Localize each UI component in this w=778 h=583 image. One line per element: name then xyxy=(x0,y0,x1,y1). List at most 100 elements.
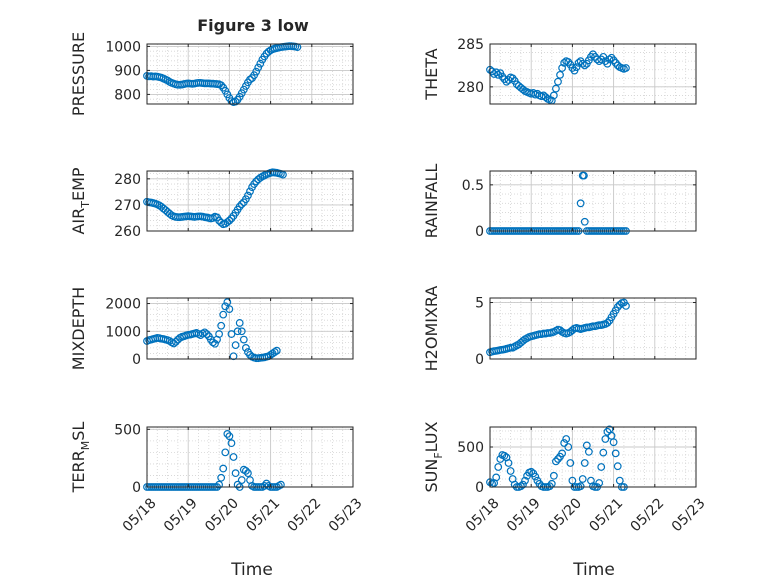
data-point xyxy=(613,303,622,311)
x-tick-label: 05/20 xyxy=(545,495,585,535)
data-point xyxy=(223,298,232,307)
data-point xyxy=(229,453,238,461)
data-point xyxy=(558,64,566,72)
y-tick-label: 900 xyxy=(114,63,141,79)
subplot-pressure: 800 900 1000 PRESSURE xyxy=(69,32,354,116)
data-point xyxy=(246,75,254,84)
x-axis-label-right: Time xyxy=(572,560,615,580)
data-point xyxy=(165,209,174,218)
data-point xyxy=(225,216,234,225)
data-point xyxy=(171,337,180,346)
y-tick-label: 270 xyxy=(114,198,141,214)
data-point xyxy=(231,469,240,478)
data-point xyxy=(622,302,630,310)
data-point xyxy=(225,305,234,313)
data-point xyxy=(233,327,242,336)
y-tick-label: 500 xyxy=(114,422,141,438)
data-point xyxy=(613,462,622,471)
data-point xyxy=(566,459,575,467)
data-point xyxy=(580,61,589,70)
data-point xyxy=(227,439,236,448)
data-point xyxy=(231,97,240,106)
data-point xyxy=(244,469,252,478)
axes-box xyxy=(146,426,354,488)
y-tick-label: 260 xyxy=(114,224,141,240)
y-axis-label: AIRTEMP xyxy=(69,167,92,234)
data-point xyxy=(545,482,554,491)
y-tick-label: 500 xyxy=(457,440,484,456)
data-point xyxy=(264,47,273,56)
axes-box xyxy=(489,170,697,232)
data-point xyxy=(502,77,511,86)
data-point xyxy=(572,63,581,72)
y-axis-label: TERRMSL xyxy=(69,422,92,494)
data-point xyxy=(494,70,503,79)
data-point xyxy=(169,339,178,348)
data-point xyxy=(215,330,224,338)
subplot-theta: 280 285 THETA xyxy=(422,37,697,105)
data-point xyxy=(270,348,279,356)
data-point xyxy=(578,59,587,68)
data-point xyxy=(521,476,529,485)
data-point xyxy=(609,438,618,447)
figure-title: Figure 3 low xyxy=(197,16,309,35)
data-point xyxy=(554,77,562,86)
subplot-sun-flux: 05/18 05/19 05/20 05/21 05/22 05/23 0 500 SUNFLU… xyxy=(422,421,709,535)
data-point xyxy=(605,55,614,64)
data-point xyxy=(580,217,589,226)
y-tick-label: 280 xyxy=(114,172,141,188)
axes-box xyxy=(489,297,697,360)
data-point xyxy=(231,341,240,350)
data-point xyxy=(554,455,562,463)
axes-box xyxy=(489,43,697,105)
x-tick-label: 05/20 xyxy=(202,495,242,535)
data-point xyxy=(622,64,630,72)
data-point xyxy=(235,202,244,211)
data-point xyxy=(219,464,228,473)
data-point xyxy=(246,187,254,196)
data-point xyxy=(229,352,238,361)
data-point xyxy=(576,482,585,491)
axes-box xyxy=(146,170,354,232)
data-point xyxy=(578,475,587,483)
data-point xyxy=(241,466,250,475)
data-point xyxy=(549,471,558,480)
data-point xyxy=(519,480,527,489)
data-point xyxy=(277,480,285,489)
data-point xyxy=(504,459,513,467)
data-point xyxy=(595,479,604,487)
data-point xyxy=(556,70,564,79)
data-point xyxy=(560,439,569,447)
subplot-mixdepth: 0 1000 2000 MIXDEPTH xyxy=(69,287,354,370)
y-axis-label: RAINFALL xyxy=(422,164,441,239)
y-tick-label: 800 xyxy=(114,87,141,103)
data-point xyxy=(244,191,252,200)
data-point xyxy=(233,480,242,489)
x-axis-label-left: Time xyxy=(230,560,273,580)
data-point xyxy=(580,459,589,467)
data-point xyxy=(223,430,232,438)
y-axis-label: THETA xyxy=(422,48,441,100)
data-point xyxy=(254,63,263,72)
axes-box xyxy=(146,43,354,105)
x-tick-label: 05/22 xyxy=(628,495,668,535)
data-point xyxy=(552,457,560,466)
data-point xyxy=(576,199,585,208)
data-point xyxy=(202,330,211,338)
subplot-rainfall: 0 0.5 RAINFALL xyxy=(422,164,697,240)
data-point xyxy=(241,344,250,352)
data-point xyxy=(211,339,219,348)
y-tick-label: 0.5 xyxy=(462,178,484,194)
y-tick-label: 2000 xyxy=(105,297,141,313)
data-point xyxy=(217,81,226,90)
data-point xyxy=(500,451,509,460)
data-point xyxy=(237,327,246,336)
data-point xyxy=(597,463,606,471)
data-point xyxy=(219,310,228,319)
data-point xyxy=(601,435,610,443)
y-tick-label: 0 xyxy=(132,480,141,496)
data-point xyxy=(494,463,503,471)
data-point xyxy=(252,67,261,76)
